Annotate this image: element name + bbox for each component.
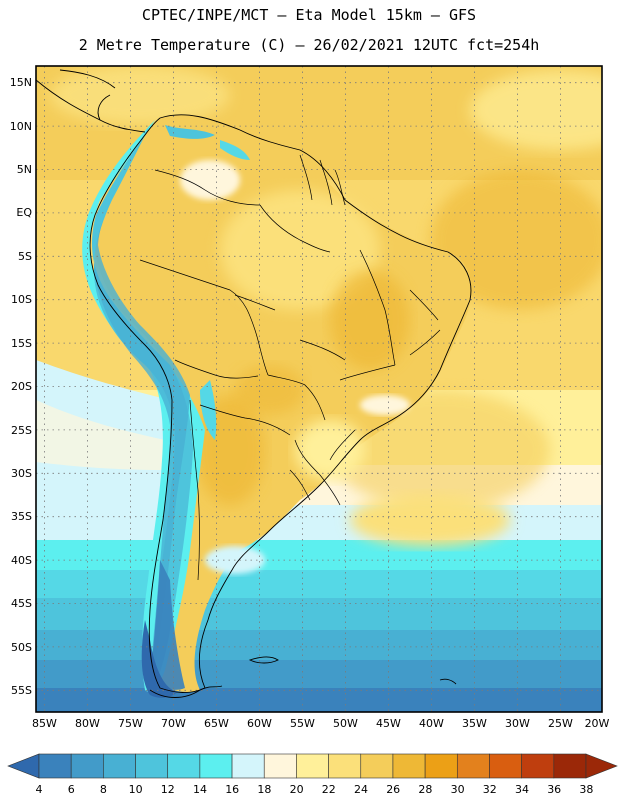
lon-label: 75W [118, 717, 143, 730]
title-variable: 2 Metre Temperature (C) – 26/02/2021 12U… [78, 36, 540, 54]
lon-label: 65W [204, 717, 229, 730]
lon-label: 85W [32, 717, 57, 730]
colorbar-cell [70, 753, 104, 779]
lon-label: 30W [505, 717, 530, 730]
colorbar-label: 32 [482, 783, 497, 796]
lon-label: 80W [75, 717, 100, 730]
colorbar-cell [489, 753, 522, 779]
lat-label: 15N [10, 76, 32, 89]
graticule [36, 66, 602, 712]
colorbar-label: 16 [225, 783, 240, 796]
colorbar-label: 34 [515, 783, 529, 796]
colorbar-cell [135, 753, 169, 779]
colorbar-cell [456, 753, 490, 779]
colorbar-label: 30 [450, 783, 465, 796]
lon-label: 70W [161, 717, 186, 730]
lat-label: 10N [10, 120, 32, 133]
lat-label: 30S [11, 467, 32, 480]
colorbar-arrow-low [7, 753, 40, 779]
lon-label: 50W [333, 717, 358, 730]
lat-label: 20S [11, 380, 32, 393]
colorbar-cell [328, 753, 362, 779]
colorbar-arrow-high [585, 753, 618, 779]
colorbar-cell [38, 753, 72, 779]
lat-label: 45S [11, 597, 32, 610]
lat-label: 5S [18, 250, 32, 263]
lat-label: 55S [11, 684, 32, 697]
lon-label: 35W [462, 717, 487, 730]
colorbar-label: 22 [321, 783, 336, 796]
colorbar-label: 4 [35, 783, 43, 796]
coastlines [36, 69, 472, 698]
lon-label: 25W [548, 717, 573, 730]
colorbar-cell [360, 753, 394, 779]
lon-label: 20W [585, 717, 610, 730]
lat-label: 35S [11, 510, 32, 523]
colorbar-cell [199, 753, 233, 779]
colorbar-cell [521, 753, 555, 779]
title-model: CPTEC/INPE/MCT – Eta Model 15km – GFS [141, 6, 477, 24]
country-borders [139, 154, 441, 581]
lat-label: 5N [17, 163, 32, 176]
lon-label: 40W [419, 717, 444, 730]
lon-label: 45W [376, 717, 401, 730]
colorbar-cells [38, 753, 587, 779]
colorbar-label: 10 [128, 783, 143, 796]
colorbar-label: 18 [257, 783, 272, 796]
lat-label: 25S [11, 424, 32, 437]
colorbar-label: 38 [579, 783, 594, 796]
colorbar-label: 26 [386, 783, 401, 796]
colorbar-label: 24 [354, 783, 368, 796]
lon-label: 55W [290, 717, 315, 730]
colorbar-label: 8 [99, 783, 107, 796]
longitude-labels: 85W 80W 75W 70W 65W 60W 55W 50W 45W 40W … [32, 717, 610, 730]
colorbar-cell [424, 753, 458, 779]
lat-label: 40S [11, 554, 32, 567]
colorbar-cell [103, 753, 136, 779]
lat-label: 10S [11, 293, 32, 306]
lon-label: 60W [247, 717, 272, 730]
temperature-field [36, 66, 602, 712]
map-frame [35, 65, 603, 713]
colorbar-cell [231, 753, 265, 779]
colorbar-label: 20 [289, 783, 304, 796]
colorbar-label: 6 [67, 783, 75, 796]
colorbar-label: 12 [160, 783, 175, 796]
colorbar-cell [167, 753, 201, 779]
colorbar-cell [553, 753, 587, 779]
latitude-labels: 15N 10N 5N EQ 5S 10S 15S 20S 25S 30S 35S… [10, 76, 33, 697]
colorbar [7, 753, 618, 779]
colorbar-cell [296, 753, 329, 779]
colorbar-label: 14 [193, 783, 207, 796]
lat-label: EQ [16, 206, 32, 219]
lat-label: 15S [11, 337, 32, 350]
colorbar-cell [392, 753, 426, 779]
lat-label: 50S [11, 641, 32, 654]
colorbar-label: 28 [418, 783, 433, 796]
colorbar-cell [263, 753, 297, 779]
colorbar-label: 36 [547, 783, 562, 796]
